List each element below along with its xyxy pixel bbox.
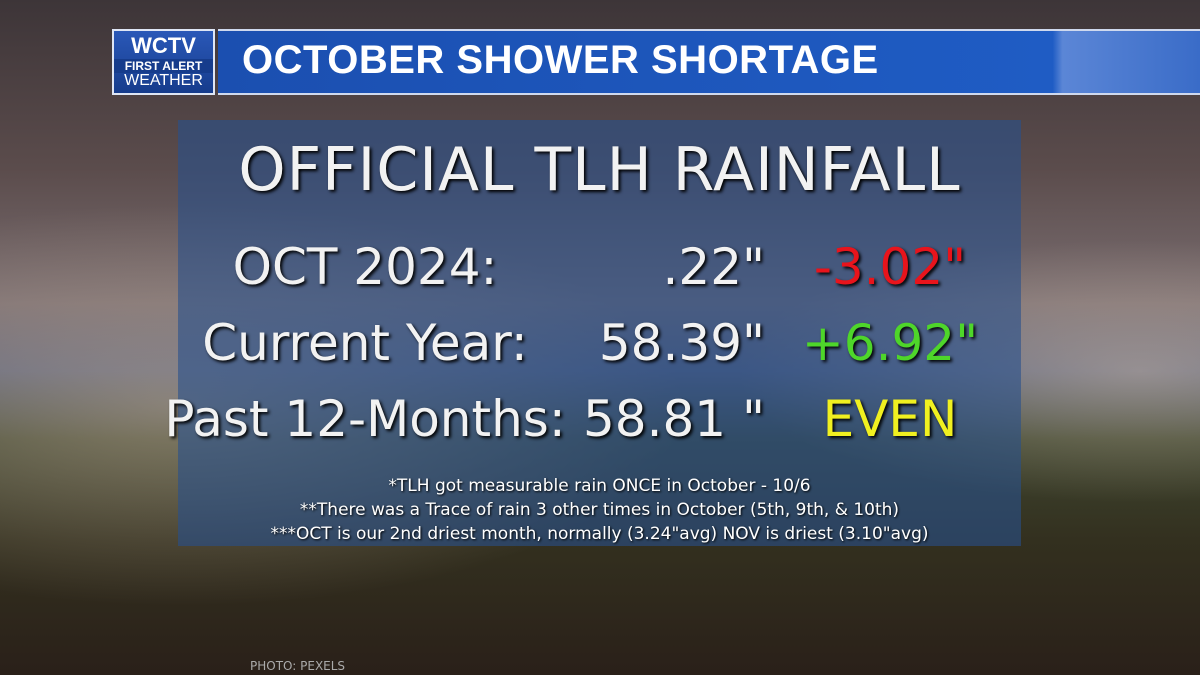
panel: [178, 120, 1021, 546]
title-bar: [218, 29, 1200, 95]
panel-title: OFFICIAL TLH RAINFALL: [238, 135, 961, 205]
row-label: OCT 2024:: [232, 238, 498, 296]
photo-credit: PHOTO: PEXELS: [250, 659, 346, 673]
title: OCTOBER SHOWER SHORTAGE: [242, 38, 879, 82]
logo-line: FIRST ALERT: [114, 59, 213, 73]
logo-line: WEATHER: [124, 72, 203, 89]
row-value: 58.39": [598, 314, 765, 372]
logo-station: WCTV: [131, 33, 196, 58]
row-change: EVEN: [822, 390, 958, 448]
row-label: Current Year:: [202, 314, 528, 372]
logo: WCTV FIRST ALERT WEATHER: [112, 29, 215, 95]
row-value: 58.81 ": [582, 390, 765, 448]
note: ***OCT is our 2nd driest month, normally…: [270, 524, 929, 544]
row-label: Past 12-Months:: [164, 390, 566, 448]
row-value: .22": [662, 238, 765, 296]
row-change: -3.02": [813, 238, 967, 296]
note: **There was a Trace of rain 3 other time…: [299, 500, 900, 520]
note: *TLH got measurable rain ONCE in October…: [388, 476, 811, 496]
row-change: +6.92": [801, 314, 979, 372]
